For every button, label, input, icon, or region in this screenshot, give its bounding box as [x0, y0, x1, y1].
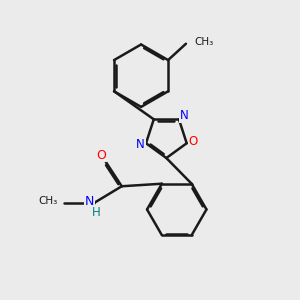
Text: CH₃: CH₃ — [194, 37, 214, 47]
Text: N: N — [136, 138, 145, 151]
Text: N: N — [180, 109, 189, 122]
Text: H: H — [92, 206, 101, 219]
Text: O: O — [96, 149, 106, 162]
Text: CH₃: CH₃ — [39, 196, 58, 206]
Text: O: O — [189, 135, 198, 148]
Text: N: N — [85, 195, 94, 208]
